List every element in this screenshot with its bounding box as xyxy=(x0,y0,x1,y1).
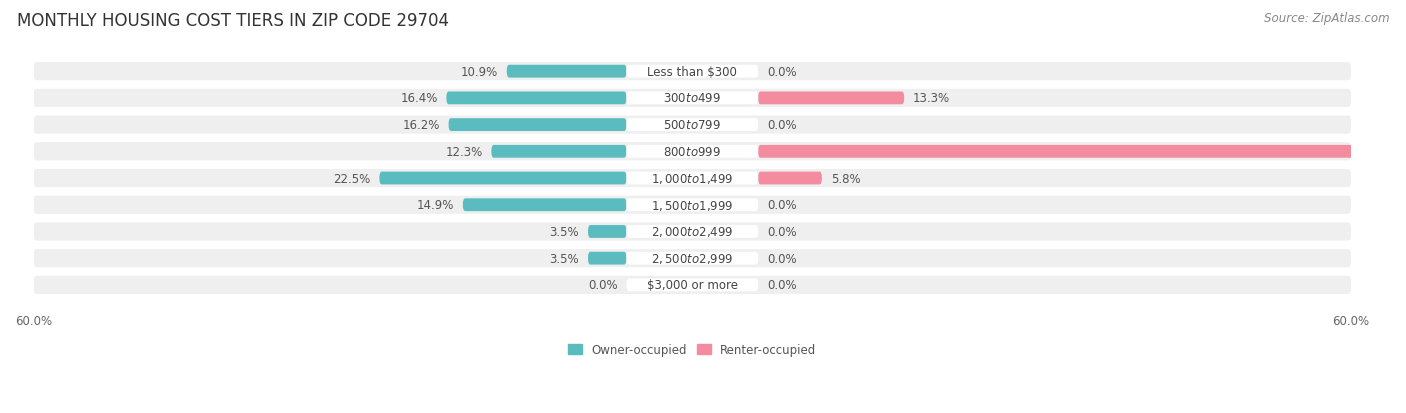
FancyBboxPatch shape xyxy=(627,199,758,211)
Text: 59.2%: 59.2% xyxy=(1362,145,1399,159)
Text: 3.5%: 3.5% xyxy=(550,252,579,265)
FancyBboxPatch shape xyxy=(34,90,1351,108)
FancyBboxPatch shape xyxy=(34,143,1351,161)
FancyBboxPatch shape xyxy=(506,66,627,78)
FancyBboxPatch shape xyxy=(758,145,1406,158)
FancyBboxPatch shape xyxy=(627,172,758,185)
FancyBboxPatch shape xyxy=(627,119,758,132)
FancyBboxPatch shape xyxy=(758,172,823,185)
FancyBboxPatch shape xyxy=(380,172,627,185)
Text: $2,500 to $2,999: $2,500 to $2,999 xyxy=(651,252,734,266)
Text: 0.0%: 0.0% xyxy=(766,66,797,78)
Legend: Owner-occupied, Renter-occupied: Owner-occupied, Renter-occupied xyxy=(564,338,821,361)
Text: Less than $300: Less than $300 xyxy=(647,66,737,78)
FancyBboxPatch shape xyxy=(588,252,627,265)
FancyBboxPatch shape xyxy=(588,225,627,238)
Text: $1,500 to $1,999: $1,500 to $1,999 xyxy=(651,198,734,212)
Text: 0.0%: 0.0% xyxy=(766,252,797,265)
FancyBboxPatch shape xyxy=(491,145,627,158)
FancyBboxPatch shape xyxy=(627,225,758,238)
Text: $300 to $499: $300 to $499 xyxy=(664,92,721,105)
Text: $3,000 or more: $3,000 or more xyxy=(647,279,738,292)
Text: 0.0%: 0.0% xyxy=(766,225,797,238)
Text: 16.2%: 16.2% xyxy=(402,119,440,132)
FancyBboxPatch shape xyxy=(463,199,627,211)
Text: 0.0%: 0.0% xyxy=(766,199,797,212)
Text: 12.3%: 12.3% xyxy=(446,145,482,159)
Text: 0.0%: 0.0% xyxy=(766,279,797,292)
FancyBboxPatch shape xyxy=(446,92,627,105)
Text: 5.8%: 5.8% xyxy=(831,172,860,185)
Text: $1,000 to $1,499: $1,000 to $1,499 xyxy=(651,172,734,185)
Text: $500 to $799: $500 to $799 xyxy=(664,119,721,132)
FancyBboxPatch shape xyxy=(758,92,904,105)
Text: MONTHLY HOUSING COST TIERS IN ZIP CODE 29704: MONTHLY HOUSING COST TIERS IN ZIP CODE 2… xyxy=(17,12,449,30)
FancyBboxPatch shape xyxy=(34,169,1351,188)
FancyBboxPatch shape xyxy=(34,249,1351,268)
Text: 13.3%: 13.3% xyxy=(912,92,950,105)
Text: 3.5%: 3.5% xyxy=(550,225,579,238)
Text: 10.9%: 10.9% xyxy=(461,66,498,78)
FancyBboxPatch shape xyxy=(34,63,1351,81)
Text: 14.9%: 14.9% xyxy=(416,199,454,212)
Text: 0.0%: 0.0% xyxy=(588,279,617,292)
Text: 16.4%: 16.4% xyxy=(401,92,437,105)
FancyBboxPatch shape xyxy=(627,66,758,78)
FancyBboxPatch shape xyxy=(34,276,1351,294)
Text: 22.5%: 22.5% xyxy=(333,172,371,185)
FancyBboxPatch shape xyxy=(627,92,758,105)
Text: $2,000 to $2,499: $2,000 to $2,499 xyxy=(651,225,734,239)
FancyBboxPatch shape xyxy=(34,196,1351,214)
FancyBboxPatch shape xyxy=(627,145,758,158)
Text: Source: ZipAtlas.com: Source: ZipAtlas.com xyxy=(1264,12,1389,25)
FancyBboxPatch shape xyxy=(34,116,1351,134)
FancyBboxPatch shape xyxy=(449,119,627,132)
FancyBboxPatch shape xyxy=(627,279,758,292)
Text: 0.0%: 0.0% xyxy=(766,119,797,132)
FancyBboxPatch shape xyxy=(34,223,1351,241)
Text: $800 to $999: $800 to $999 xyxy=(664,145,721,159)
FancyBboxPatch shape xyxy=(627,252,758,265)
